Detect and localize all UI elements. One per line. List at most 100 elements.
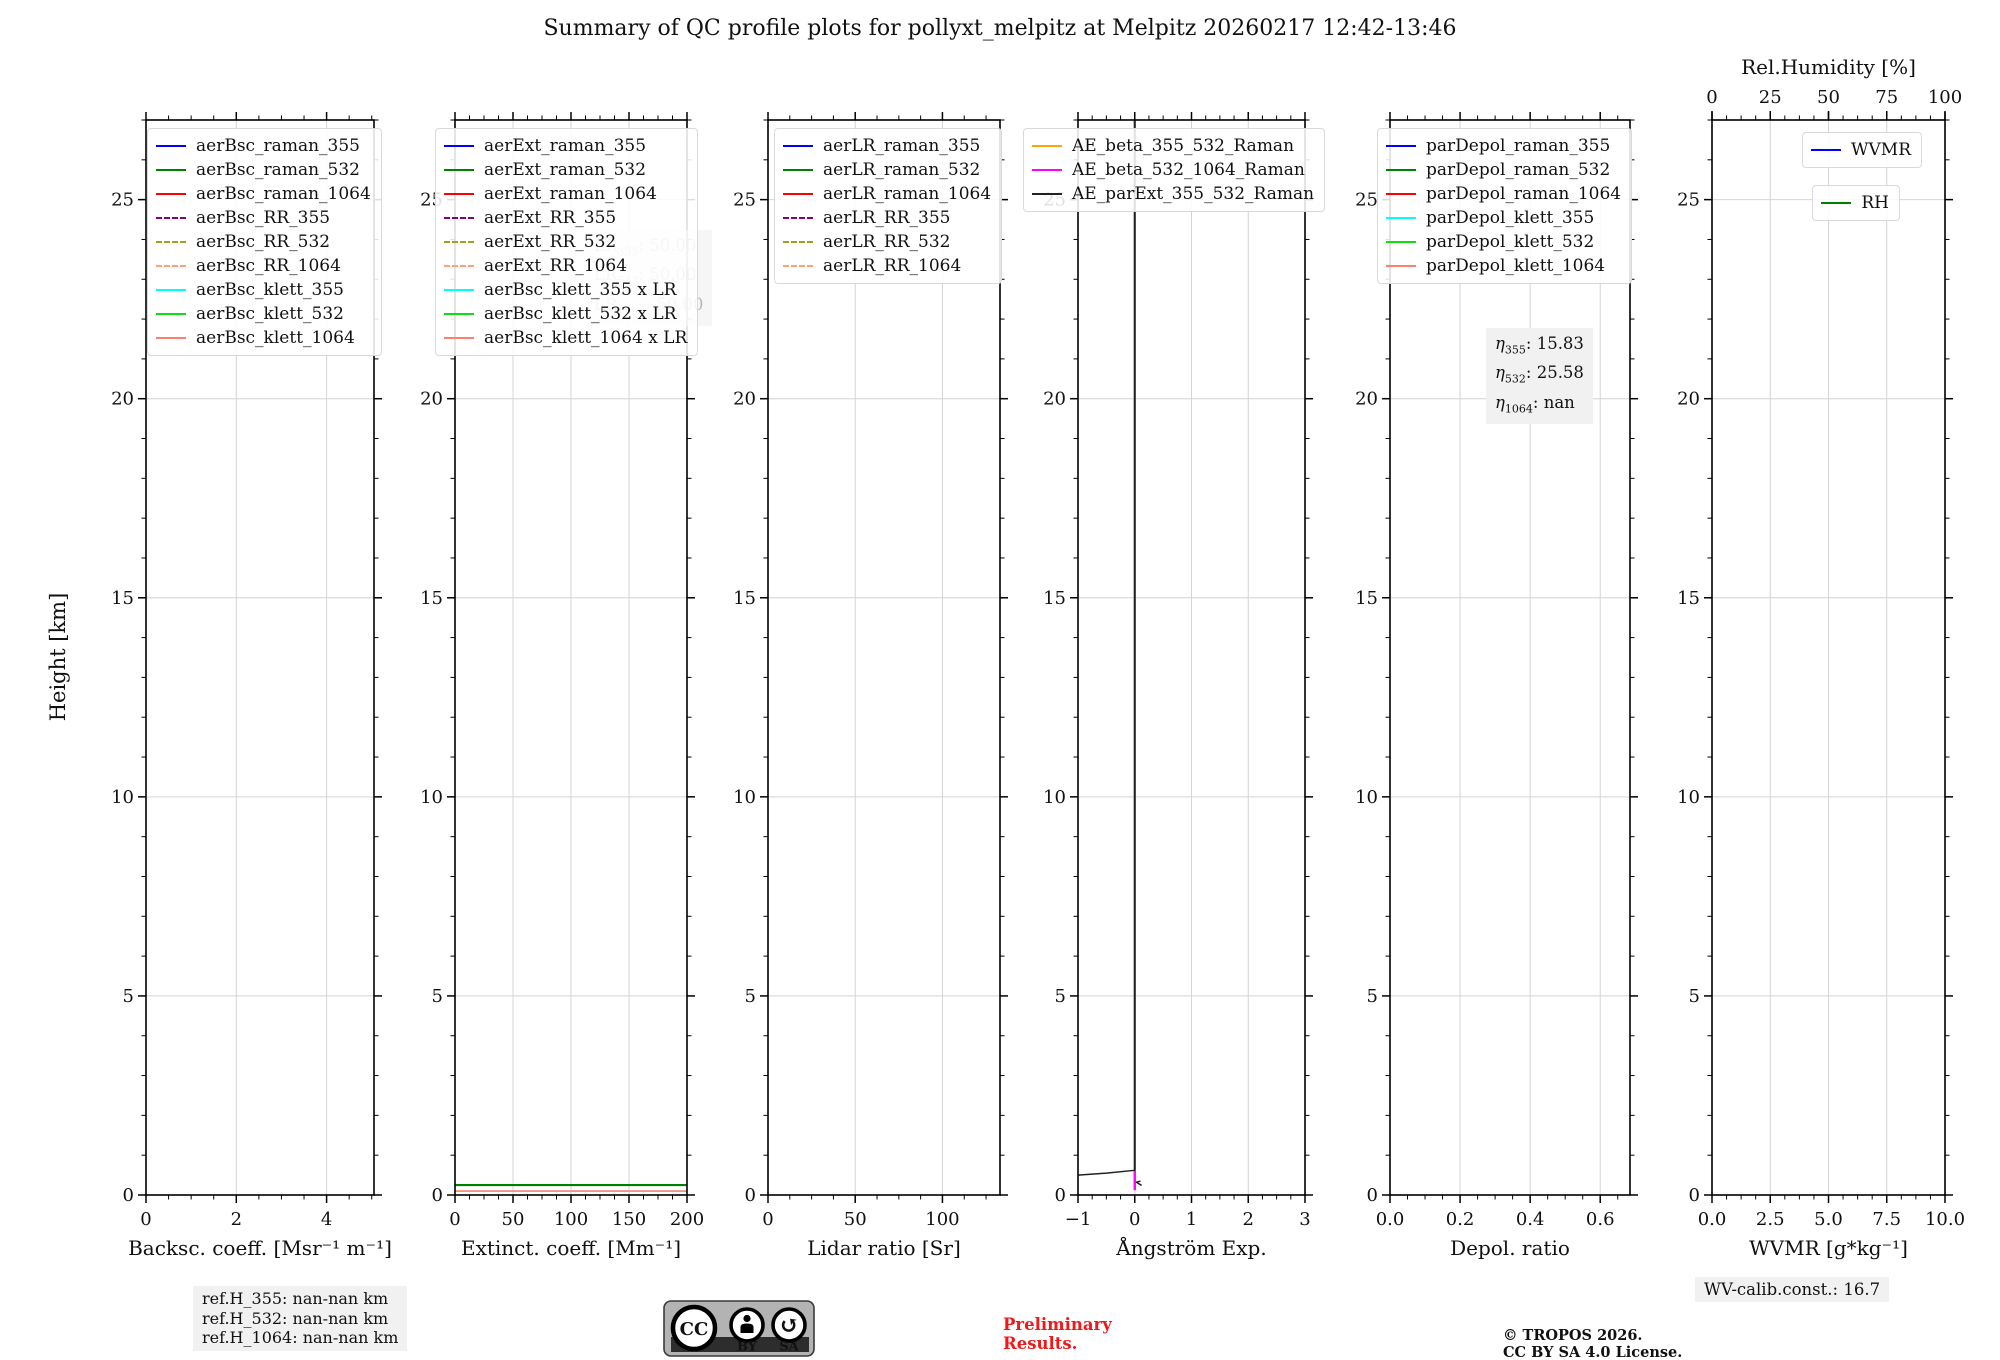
legend-line-sample [156,241,186,243]
x-tick-label: 10.0 [1925,1209,1965,1230]
annotation-line: η1064: nan [1495,392,1575,415]
y-tick-label: 0 [745,1185,756,1206]
person-head [743,1314,751,1323]
y-tick-label: 25 [1677,190,1700,211]
y-tick-label: 20 [1043,389,1066,410]
x-tick-label: 0 [140,1209,151,1230]
y-tick-label: 5 [1367,986,1378,1007]
y-tick-label: 25 [1355,190,1378,211]
legend-label: aerBsc_RR_355 [196,208,331,228]
legend-item: AE_beta_355_532_Raman [1032,134,1314,158]
legend-label: aerBsc_RR_532 [196,232,331,252]
y-tick-label: 5 [1689,986,1700,1007]
y-tick-label: 25 [111,190,134,211]
panel-extinction: 0 50 100 150 200 0 5 10 15 20 25 Extinct. coeff. [M… [420,112,704,1260]
height-axis-label: Height [km] [46,592,70,722]
x-tick-label: 50 [844,1209,867,1230]
legend-label: parDepol_raman_1064 [1426,184,1622,204]
y-tick-label: 20 [1355,389,1378,410]
legend-line-sample [156,145,186,147]
legend-line-sample [1811,149,1842,151]
x-tick-label: 150 [612,1209,646,1230]
x-tick-label: 0.6 [1586,1209,1615,1230]
top-tick-label: 25 [1759,87,1782,108]
legend-line-sample [444,193,474,195]
legend-item: aerBsc_raman_532 [156,158,371,182]
x-tick-label: 2 [231,1209,242,1230]
y-tick-label: 20 [1677,389,1700,410]
legend-item: parDepol_klett_532 [1386,230,1621,254]
legend-label: RH [1861,193,1889,213]
legend-line-sample [1032,193,1062,195]
ref-h-line: ref.H_355: nan-nan km [202,1289,389,1308]
legend-item: RH [1821,191,1889,215]
y-tick-label: 15 [1677,588,1700,609]
legend-item: aerLR_raman_1064 [783,182,991,206]
x-tick-label: 0 [1129,1209,1140,1230]
x-axis-label: WVMR [g*kg⁻¹] [1749,1236,1908,1260]
top-tick-label: 100 [1928,87,1962,108]
wv-calibration-annotation: WV-calib.const.: 16.7 [1695,1277,1890,1302]
legend-line-sample [783,217,813,219]
copyright-note: © TROPOS 2026. CC BY SA 4.0 License. [1503,1327,1682,1360]
legend-item: aerExt_raman_355 [444,134,687,158]
legend-item: aerBsc_RR_355 [156,206,371,230]
legend-line-sample [444,169,474,171]
legend-item: aerLR_raman_355 [783,134,991,158]
legend-item: aerExt_raman_532 [444,158,687,182]
x-axis-label: Ångström Exp. [1115,1235,1266,1260]
legend-label: aerBsc_raman_532 [196,160,360,180]
y-tick-label: 15 [1355,588,1378,609]
legend-label: aerExt_RR_532 [484,232,617,252]
person-body [740,1323,754,1333]
legend-label: aerExt_raman_1064 [484,184,657,204]
legend-line-sample [783,265,813,267]
eta-calibration-annotation: η355: 15.83 η532: 25.58 η1064: nan [1486,328,1593,424]
x-tick-label: 1 [1186,1209,1197,1230]
ref-h-line: ref.H_1064: nan-nan km [202,1328,399,1347]
legend-line-sample [156,265,186,267]
legend-label: parDepol_klett_1064 [1426,256,1606,276]
y-tick-label: 20 [111,389,134,410]
plot-area-lidar-ratio: 0 50 100 0 5 10 15 20 25 Lidar ratio [Sr] [733,112,1008,1260]
share-alike-arrow: ↺ [779,1310,799,1339]
y-tick-label: 10 [1677,787,1700,808]
y-tick-label: 15 [111,588,134,609]
ref-h-line: ref.H_532: nan-nan km [202,1308,389,1328]
legend-item: aerExt_RR_355 [444,206,687,230]
x-tick-label: 50 [502,1209,525,1230]
cc-by-sa-badge: CC ↺ BY SA [663,1300,815,1357]
legend-label: aerBsc_klett_532 x LR [484,304,677,324]
legend-line-sample [444,217,474,219]
plot-area-angstrom: −101230510152025Ångström Exp. [1043,112,1313,1260]
legend-line-sample [444,241,474,243]
legend-depol-ratio: parDepol_raman_355 parDepol_raman_532 parD… [1377,128,1633,284]
x-tick-label: 7.5 [1872,1209,1901,1230]
annotation-line: η355: 15.83 [1495,334,1584,357]
legend-label: aerBsc_klett_1064 x LR [484,328,688,348]
legend-label: aerBsc_klett_1064 [196,328,355,348]
legend-item: aerBsc_klett_355 [156,278,371,302]
legend-item: aerLR_RR_1064 [783,254,991,278]
legend-line-sample [1386,193,1416,195]
y-tick-label: 10 [420,787,443,808]
y-tick-label: 5 [123,986,134,1007]
y-tick-label: 15 [733,588,756,609]
legend-label: WVMR [1851,140,1911,160]
y-tick-label: 15 [420,588,443,609]
legend-label: aerLR_raman_355 [823,136,981,156]
legend-line-sample [1821,202,1852,204]
x-tick-label: 200 [670,1209,704,1230]
y-tick-label: 5 [432,986,443,1007]
legend-label: AE_beta_532_1064_Raman [1072,160,1305,180]
legend-label: aerLR_RR_532 [823,232,951,252]
legend-line-sample [156,169,186,171]
preliminary-line: Results. [1003,1334,1078,1353]
reference-height-annotation: ref.H_355: nan-nan km ref.H_532: nan-nan… [193,1286,408,1351]
legend-line-sample [1386,169,1416,171]
x-axis-label: Depol. ratio [1450,1236,1570,1260]
top-tick-label: 0 [1706,87,1717,108]
x-tick-label: 0.0 [1376,1209,1405,1230]
y-tick-label: 0 [123,1185,134,1206]
